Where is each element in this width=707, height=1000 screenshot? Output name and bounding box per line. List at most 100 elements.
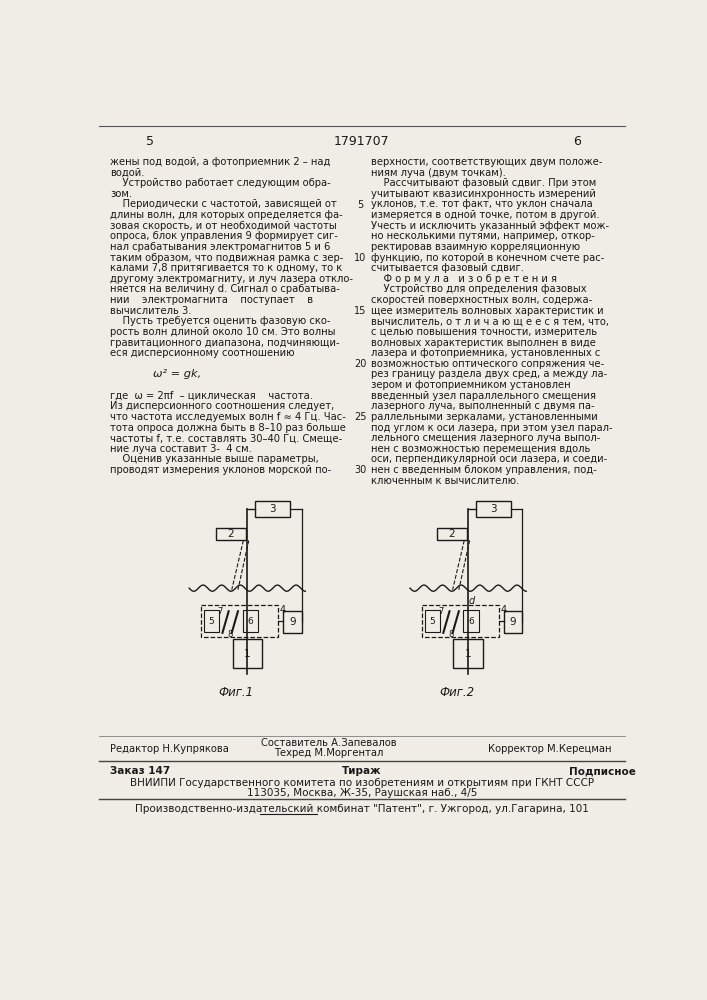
Text: скоростей поверхностных волн, содержа-: скоростей поверхностных волн, содержа-: [371, 295, 592, 305]
Text: 6: 6: [573, 135, 580, 148]
Text: Из дисперсионного соотношения следует,: Из дисперсионного соотношения следует,: [110, 401, 334, 411]
Text: ректировав взаимную корреляционную: ректировав взаимную корреляционную: [371, 242, 580, 252]
Text: раллельными зеркалами, установленными: раллельными зеркалами, установленными: [371, 412, 598, 422]
Bar: [453, 639, 483, 668]
Text: Пусть требуется оценить фазовую ско-: Пусть требуется оценить фазовую ско-: [110, 316, 331, 326]
Text: 10: 10: [354, 253, 366, 263]
Bar: [425, 610, 440, 632]
Text: 6: 6: [468, 617, 474, 626]
Text: измеряется в одной точке, потом в другой.: измеряется в одной точке, потом в другой…: [371, 210, 600, 220]
Text: 5: 5: [209, 617, 214, 626]
Text: Устройство работает следующим обра-: Устройство работает следующим обра-: [110, 178, 331, 188]
Text: Рассчитывают фазовый сдвиг. При этом: Рассчитывают фазовый сдвиг. При этом: [371, 178, 597, 188]
Text: 1791707: 1791707: [334, 135, 390, 148]
Text: жены под водой, а фотоприемник 2 – над: жены под водой, а фотоприемник 2 – над: [110, 157, 330, 167]
Text: 6: 6: [247, 617, 253, 626]
Text: другому электромагниту, и луч лазера откло-: другому электромагниту, и луч лазера отк…: [110, 274, 353, 284]
Text: Производственно-издательский комбинат "Патент", г. Ужгород, ул.Гагарина, 101: Производственно-издательский комбинат "П…: [135, 804, 589, 814]
Text: волновых характеристик выполнен в виде: волновых характеристик выполнен в виде: [371, 338, 596, 348]
Text: 8: 8: [228, 630, 233, 639]
Text: Устройство для определения фазовых: Устройство для определения фазовых: [371, 284, 587, 294]
Text: длины волн, для которых определяется фа-: длины волн, для которых определяется фа-: [110, 210, 343, 220]
Text: с целью повышения точности, измеритель: с целью повышения точности, измеритель: [371, 327, 597, 337]
Text: 2: 2: [228, 529, 234, 539]
Text: щее измеритель волновых характеристик и: щее измеритель волновых характеристик и: [371, 306, 604, 316]
Bar: [437, 528, 467, 540]
Text: 5: 5: [146, 135, 154, 148]
Text: Периодически с частотой, зависящей от: Периодически с частотой, зависящей от: [110, 199, 337, 209]
Text: нен с возможностью перемещения вдоль: нен с возможностью перемещения вдоль: [371, 444, 590, 454]
Text: проводят измерения уклонов морской по-: проводят измерения уклонов морской по-: [110, 465, 332, 475]
Text: лазерного луча, выполненный с двумя па-: лазерного луча, выполненный с двумя па-: [371, 401, 595, 411]
Text: ω² = gk,: ω² = gk,: [153, 369, 201, 379]
Text: нен с введенным блоком управления, под-: нен с введенным блоком управления, под-: [371, 465, 597, 475]
Text: зовая скорость, и от необходимой частоты: зовая скорость, и от необходимой частоты: [110, 221, 337, 231]
Bar: [255, 501, 290, 517]
Text: вычислитель, о т л и ч а ю щ е е с я тем, что,: вычислитель, о т л и ч а ю щ е е с я тем…: [371, 316, 609, 326]
Bar: [283, 611, 301, 633]
Text: 4: 4: [280, 605, 286, 615]
Bar: [243, 610, 258, 632]
Text: тота опроса должна быть в 8–10 раз больше: тота опроса должна быть в 8–10 раз больш…: [110, 423, 346, 433]
Bar: [216, 528, 246, 540]
Text: частоты f, т.е. составлять 30–40 Гц. Смеще-: частоты f, т.е. составлять 30–40 Гц. Сме…: [110, 433, 342, 443]
Text: учитывают квазисинхронность измерений: учитывают квазисинхронность измерений: [371, 189, 596, 199]
Text: рость волн длиной около 10 см. Это волны: рость волн длиной около 10 см. Это волны: [110, 327, 336, 337]
Text: оси, перпендикулярной оси лазера, и соеди-: оси, перпендикулярной оси лазера, и соед…: [371, 454, 607, 464]
Text: считывается фазовый сдвиг.: считывается фазовый сдвиг.: [371, 263, 525, 273]
Text: нал срабатывания электромагнитов 5 и 6: нал срабатывания электромагнитов 5 и 6: [110, 242, 330, 252]
Text: ниям луча (двум точкам).: ниям луча (двум точкам).: [371, 168, 506, 178]
Text: Фиг.2: Фиг.2: [439, 686, 474, 699]
Text: зом.: зом.: [110, 189, 132, 199]
Text: функцию, по которой в конечном счете рас-: функцию, по которой в конечном счете рас…: [371, 253, 604, 263]
Text: 1: 1: [464, 649, 472, 659]
Bar: [204, 610, 219, 632]
Text: 1: 1: [244, 649, 250, 659]
Text: лельного смещения лазерного луча выпол-: лельного смещения лазерного луча выпол-: [371, 433, 601, 443]
Text: возможностью оптического сопряжения че-: возможностью оптического сопряжения че-: [371, 359, 604, 369]
Text: 7: 7: [218, 607, 223, 616]
Text: верхности, соответствующих двум положе-: верхности, соответствующих двум положе-: [371, 157, 603, 167]
Bar: [464, 610, 479, 632]
Text: но несколькими путями, например, откор-: но несколькими путями, например, откор-: [371, 231, 595, 241]
Bar: [504, 611, 522, 633]
Text: Оценив указанные выше параметры,: Оценив указанные выше параметры,: [110, 454, 319, 464]
Text: вычислитель 3.: вычислитель 3.: [110, 306, 192, 316]
Text: опроса, блок управления 9 формирует сиг-: опроса, блок управления 9 формирует сиг-: [110, 231, 338, 241]
Text: няется на величину d. Сигнал о срабатыва-: няется на величину d. Сигнал о срабатыва…: [110, 284, 340, 294]
Text: Корректор М.Керецман: Корректор М.Керецман: [488, 744, 612, 754]
Text: еся дисперсионному соотношению: еся дисперсионному соотношению: [110, 348, 295, 358]
Bar: [421, 605, 499, 637]
Text: 7: 7: [438, 607, 444, 616]
Text: d: d: [469, 596, 475, 606]
Text: 5: 5: [430, 617, 436, 626]
Text: Фиг.1: Фиг.1: [218, 686, 253, 699]
Text: Редактор Н.Купрякова: Редактор Н.Купрякова: [110, 744, 229, 754]
Text: 8: 8: [448, 630, 454, 639]
Text: рез границу раздела двух сред, а между ла-: рез границу раздела двух сред, а между л…: [371, 369, 607, 379]
Text: 3: 3: [269, 504, 276, 514]
Text: водой.: водой.: [110, 168, 144, 178]
Text: Подписное: Подписное: [569, 766, 636, 776]
Text: 2: 2: [448, 529, 455, 539]
Text: Составитель А.Запевалов: Составитель А.Запевалов: [261, 738, 397, 748]
Text: 15: 15: [354, 306, 367, 316]
Text: ключенным к вычислителю.: ключенным к вычислителю.: [371, 476, 520, 486]
Text: 4: 4: [501, 605, 507, 615]
Bar: [201, 605, 279, 637]
Text: лазера и фотоприемника, установленных с: лазера и фотоприемника, установленных с: [371, 348, 601, 358]
Text: введенный узел параллельного смещения: введенный узел параллельного смещения: [371, 391, 596, 401]
Text: под углом к оси лазера, при этом узел парал-: под углом к оси лазера, при этом узел па…: [371, 423, 613, 433]
Text: калами 7,8 притягивается то к одному, то к: калами 7,8 притягивается то к одному, то…: [110, 263, 342, 273]
Bar: [233, 639, 262, 668]
Text: что частота исследуемых волн f ≈ 4 Гц. Час-: что частота исследуемых волн f ≈ 4 Гц. Ч…: [110, 412, 346, 422]
Text: 5: 5: [357, 200, 363, 210]
Text: Ф о р м у л а   и з о б р е т е н и я: Ф о р м у л а и з о б р е т е н и я: [371, 274, 557, 284]
Bar: [476, 501, 510, 517]
Text: таким образом, что подвижная рамка с зер-: таким образом, что подвижная рамка с зер…: [110, 253, 344, 263]
Text: ВНИИПИ Государственного комитета по изобретениям и открытиям при ГКНТ СССР: ВНИИПИ Государственного комитета по изоб…: [130, 778, 594, 788]
Text: 30: 30: [354, 465, 366, 475]
Text: уклонов, т.е. тот факт, что уклон сначала: уклонов, т.е. тот факт, что уклон сначал…: [371, 199, 593, 209]
Text: 9: 9: [289, 617, 296, 627]
Text: Заказ 147: Заказ 147: [110, 766, 170, 776]
